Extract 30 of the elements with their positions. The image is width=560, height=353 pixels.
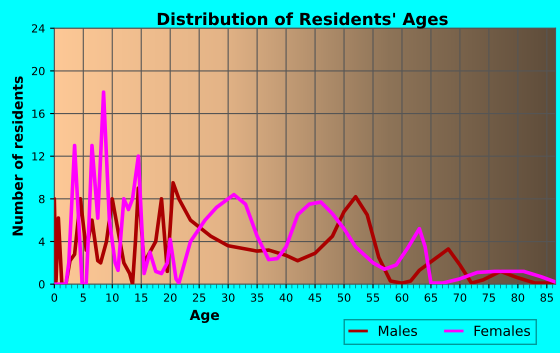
- x-tick-label: 25: [192, 293, 206, 302]
- x-axis-title: Age: [190, 310, 220, 323]
- y-tick-label: 20: [32, 66, 45, 76]
- y-tick-label: 0: [38, 280, 45, 289]
- x-tick-label: 75: [482, 294, 495, 302]
- y-tick-label: 16: [32, 110, 45, 118]
- x-tick-label: 65: [424, 293, 438, 302]
- x-tick-label: 50: [338, 293, 350, 302]
- y-tick-label: 12: [32, 152, 44, 160]
- x-tick-label: 0: [52, 293, 58, 302]
- x-tick-label: 60: [396, 293, 408, 302]
- y-axis-title: Number of residents: [12, 76, 23, 236]
- x-tick-label: 55: [366, 294, 380, 302]
- x-tick-label: 35: [250, 293, 264, 302]
- x-tick-label: 5: [80, 294, 86, 302]
- legend-label: Males: [378, 325, 418, 336]
- x-tick-label: 10: [106, 293, 119, 302]
- x-tick-label: 70: [454, 293, 466, 302]
- chart-title: Distribution of Residents' Ages: [158, 12, 448, 29]
- y-tick-label: 8: [38, 194, 45, 204]
- x-tick-label: 40: [280, 293, 292, 302]
- x-tick-label: 85: [540, 293, 553, 302]
- y-tick-label: 4: [38, 238, 45, 246]
- x-tick-label: 20: [164, 293, 177, 302]
- x-tick-label: 30: [222, 293, 234, 302]
- x-tick-label: 80: [512, 293, 524, 302]
- x-tick-label: 45: [308, 294, 322, 302]
- legend-label: Females: [474, 325, 530, 336]
- y-tick-label: 24: [32, 24, 45, 32]
- x-tick-label: 15: [135, 294, 148, 302]
